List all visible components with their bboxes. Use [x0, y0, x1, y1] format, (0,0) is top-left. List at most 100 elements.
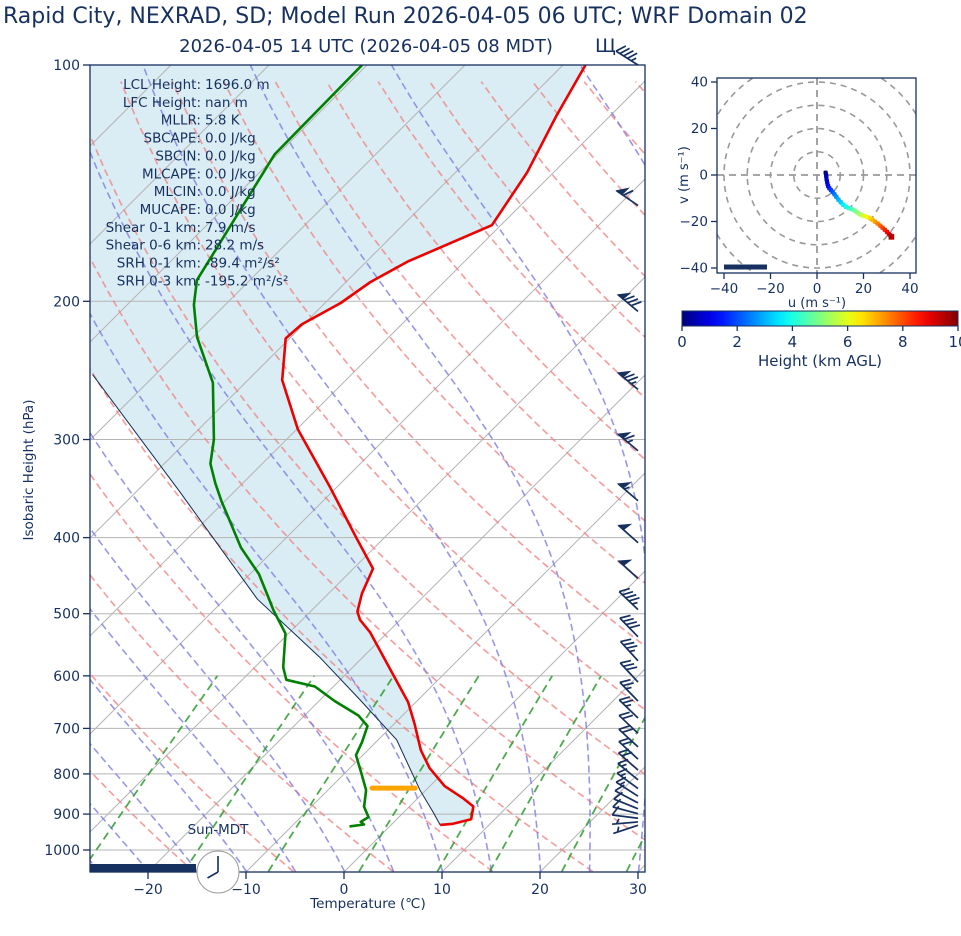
- wind-barb: [616, 432, 639, 452]
- trace-point: [825, 181, 830, 186]
- barb-full: [619, 47, 630, 55]
- isotherm: [441, 668, 645, 872]
- barb-half: [616, 826, 620, 833]
- trace-point: [870, 217, 875, 222]
- barb-full: [623, 641, 635, 646]
- barb-half: [625, 686, 632, 690]
- stat-value: 0.0 J/kg: [205, 166, 256, 182]
- trace-point: [824, 172, 829, 177]
- barb-half: [630, 57, 637, 62]
- wind-barb: [616, 481, 639, 502]
- isotherm: [90, 65, 270, 245]
- dry-adiabat: [325, 81, 645, 461]
- sun-label: Sun-MDT: [188, 822, 250, 838]
- mixing-ratio-line: [625, 833, 645, 872]
- y-tick-label: 700: [53, 721, 80, 737]
- trace-point: [882, 227, 887, 232]
- x-axis-label: Temperature (℃): [309, 896, 426, 912]
- stat-label: Shear 0-6 km:: [106, 238, 201, 254]
- barb-staff: [618, 699, 639, 719]
- trace-point: [824, 177, 829, 182]
- barb-full: [619, 696, 631, 701]
- hodo-y-tick-label: −20: [680, 214, 709, 230]
- trace-point: [849, 207, 854, 212]
- wind-barb: [615, 187, 639, 207]
- colorbar-tick-label: 4: [788, 333, 798, 351]
- hodo-x-tick-label: −40: [710, 281, 739, 297]
- stat-label: LFC Height:: [123, 95, 201, 111]
- hodo-x-tick-label: 40: [901, 281, 918, 297]
- mixing-ratio-line: [183, 675, 315, 872]
- barb-staff: [619, 640, 639, 662]
- trace-point: [832, 192, 837, 197]
- stat-value: 0.0 J/kg: [205, 184, 256, 200]
- stat-value: nan m: [205, 95, 248, 111]
- moist-adiabat: [0, 65, 2, 872]
- sun-below-horizon-bar: [90, 864, 197, 872]
- isotherm: [90, 65, 466, 441]
- barb-pennant: [616, 292, 632, 300]
- barb-full: [623, 50, 634, 57]
- dry-adiabat: [171, 81, 645, 648]
- trace-point: [878, 223, 883, 228]
- stat-value: 0.0 J/kg: [205, 131, 256, 147]
- barb-full: [619, 614, 631, 619]
- temperature-line: [280, 65, 587, 827]
- isotherm: [147, 374, 645, 872]
- y-tick-label: 900: [53, 807, 80, 823]
- barb-full: [620, 659, 632, 664]
- colorbar-gradient: [681, 310, 959, 327]
- barb-full: [620, 638, 632, 643]
- isotherm: [90, 80, 645, 637]
- wind-barb: [618, 711, 639, 734]
- stat-label: MLLR:: [161, 113, 201, 129]
- hodograph-trace: [823, 170, 895, 240]
- barb-full: [626, 666, 638, 671]
- wind-barb: [616, 370, 639, 391]
- trace-point: [880, 225, 885, 230]
- dry-adiabat: [90, 367, 594, 872]
- barb-full: [623, 434, 635, 441]
- barb-full: [622, 714, 634, 720]
- trace-point: [826, 184, 831, 189]
- stat-value: 28.2 m/s: [205, 238, 264, 254]
- dry-adiabat: [90, 472, 494, 872]
- barb-staff: [612, 806, 639, 815]
- trace-point: [824, 179, 829, 184]
- trace-point: [824, 174, 829, 179]
- valid-time-subtitle: 2026-04-05 14 UTC (2026-04-05 08 MDT): [179, 36, 553, 57]
- dewpoint-line: [192, 65, 370, 828]
- y-tick-label: 500: [53, 607, 80, 623]
- moist-adiabat: [142, 65, 542, 872]
- barb-full: [623, 295, 635, 301]
- barb-staff: [619, 617, 639, 638]
- trace-point: [830, 189, 835, 194]
- stat-value: 1696.0 m: [205, 77, 270, 93]
- moist-adiabat: [737, 65, 837, 872]
- moist-adiabat: [90, 607, 297, 872]
- barb-full: [622, 699, 634, 704]
- barb-full: [621, 728, 633, 734]
- barb-pennant: [617, 559, 633, 567]
- barb-full: [626, 644, 638, 650]
- stat-value: 0.0 J/kg: [205, 148, 256, 164]
- y-tick-label: 200: [53, 294, 80, 310]
- barb-staff: [618, 740, 639, 760]
- dry-adiabat: [90, 573, 394, 872]
- stat-value: -195.2 m²/s²: [205, 273, 288, 289]
- barb-half: [630, 380, 637, 385]
- wind-barb: [619, 638, 639, 662]
- x-tick-label: −20: [133, 882, 163, 898]
- hodo-y-tick-label: 0: [699, 168, 708, 184]
- trace-point: [838, 200, 843, 205]
- barb-staff: [619, 662, 639, 683]
- plot-border: [89, 64, 646, 873]
- barb-full: [622, 617, 634, 623]
- barb-full: [622, 189, 634, 197]
- trace-point: [873, 219, 878, 224]
- moist-adiabat: [390, 65, 645, 872]
- skewt-plot-area: [0, 65, 837, 872]
- trace-point: [834, 194, 839, 199]
- wind-barb: [619, 678, 639, 702]
